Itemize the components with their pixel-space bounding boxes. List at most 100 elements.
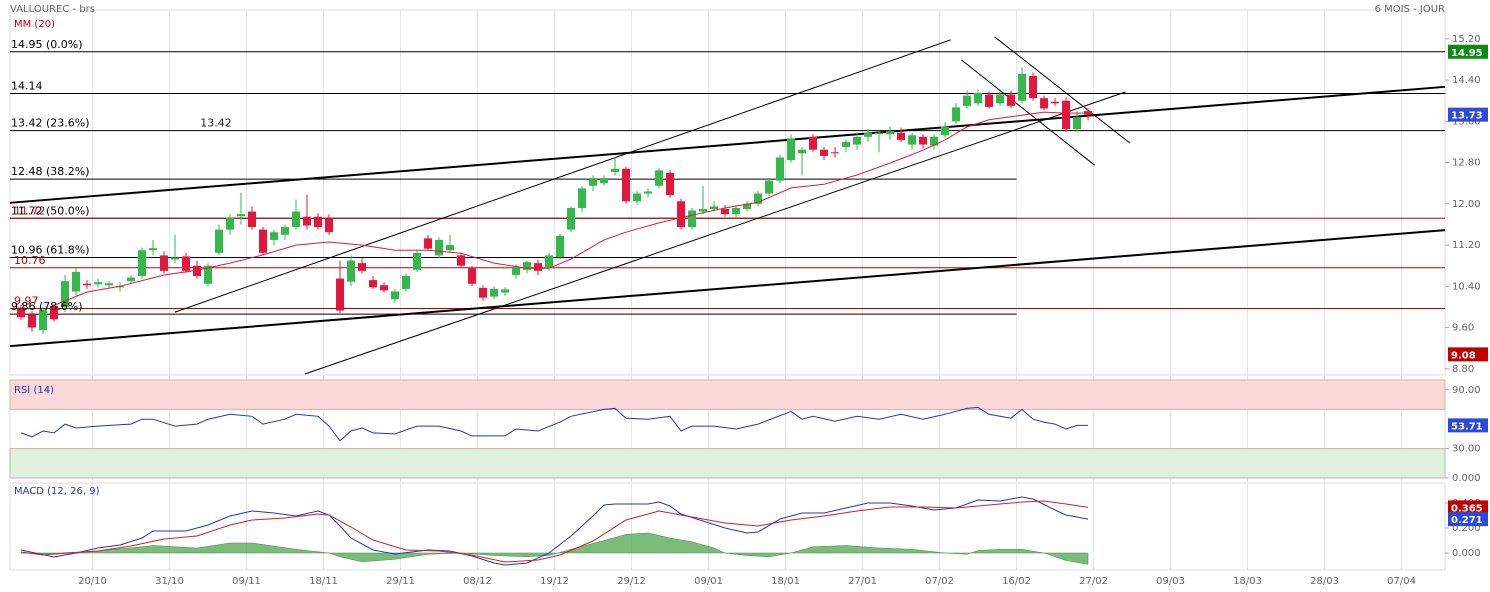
candle-body: [644, 191, 653, 194]
candle-body: [479, 287, 488, 298]
candle-body: [578, 188, 587, 208]
level-label: 12.48 (38.2%): [11, 165, 90, 178]
value-box: [1448, 347, 1488, 362]
candle-body: [897, 132, 906, 140]
candle-body: [83, 283, 92, 286]
candle-body: [435, 239, 444, 256]
candle-body: [787, 138, 796, 161]
candle-body: [193, 265, 202, 277]
candle-body: [611, 168, 620, 172]
candle-body: [149, 248, 158, 251]
candle-body: [919, 136, 928, 145]
y-tick-label: 14.40: [1452, 75, 1481, 86]
candle-body: [72, 271, 81, 292]
candle-body: [710, 206, 719, 209]
candle-body: [1018, 73, 1027, 101]
price-panel: [9, 9, 1446, 376]
candle-body: [292, 211, 301, 228]
chart-title: VALLOUREC - brs: [10, 4, 95, 15]
level-label: 14.95 (0.0%): [11, 38, 83, 51]
y-tick-label: 8.80: [1452, 364, 1474, 375]
candle-body: [1084, 111, 1093, 115]
rsi-band: [9, 379, 1446, 410]
x-tick-label: 19/12: [540, 576, 569, 587]
candle-body: [754, 193, 763, 204]
y-tick-label: 11.20: [1452, 240, 1481, 251]
candle-body: [237, 214, 246, 217]
candle-body: [501, 289, 510, 293]
y-tick-label: 12.80: [1452, 158, 1481, 169]
y-tick-label: 30.00: [1452, 444, 1481, 455]
candle-body: [380, 285, 389, 291]
period: 6 MOIS - JOUR: [1375, 4, 1445, 15]
candle-body: [545, 255, 554, 269]
candle-body: [930, 136, 939, 146]
candle-body: [105, 283, 114, 286]
candle-body: [864, 132, 873, 137]
candle-body: [941, 126, 950, 136]
x-tick-label: 28/03: [1310, 576, 1339, 587]
value-box: [1448, 107, 1488, 122]
ma-label: MM (20): [14, 19, 55, 30]
trend-line: [994, 36, 1131, 144]
x-tick-label: 20/10: [78, 576, 107, 587]
level-label: 9.97: [14, 294, 39, 307]
candle-body: [259, 229, 268, 253]
x-tick-label: 09/11: [232, 576, 261, 587]
candle-body: [666, 172, 675, 196]
y-tick-label: 90.00: [1452, 385, 1481, 396]
x-tick-label: 27/02: [1079, 576, 1108, 587]
candle-body: [655, 170, 664, 186]
value-box-label: 13.73: [1451, 111, 1483, 122]
candle-body: [61, 281, 70, 307]
candle-body: [721, 208, 730, 215]
value-box: [1448, 500, 1488, 515]
trend-line: [174, 39, 951, 313]
candle-body: [985, 94, 994, 107]
candle-body: [270, 232, 279, 240]
candle-body: [996, 94, 1005, 104]
x-tick-label: 18/11: [309, 576, 338, 587]
candle-body: [204, 265, 213, 284]
value-box-label: 0.365: [1451, 503, 1483, 514]
candle-body: [1051, 101, 1060, 104]
candle-body: [215, 229, 224, 253]
candle-body: [556, 235, 565, 257]
candle-body: [688, 210, 697, 228]
grid: [9, 10, 1449, 570]
candle-body: [402, 276, 411, 289]
value-box: [1448, 512, 1488, 527]
candle-body: [424, 238, 433, 249]
candle-body: [974, 93, 983, 104]
candle-body: [512, 266, 521, 275]
y-tick-label: 9.60: [1452, 323, 1474, 334]
candle-body: [94, 282, 103, 285]
candle-body: [523, 262, 532, 270]
trend-line: [9, 85, 1446, 204]
y-tick-label: 12.00: [1452, 199, 1481, 210]
candle-body: [600, 178, 609, 184]
candle-body: [160, 255, 169, 271]
candle-body: [699, 208, 708, 212]
candle-body: [831, 152, 840, 154]
candle-body: [842, 141, 851, 148]
candle-body: [347, 260, 356, 282]
value-box-label: 9.08: [1451, 350, 1476, 361]
macd-line: [20, 500, 1089, 563]
moving-average: [53, 111, 1088, 306]
candle-body: [391, 291, 400, 300]
macd-label: MACD (12, 26, 9): [14, 486, 100, 497]
candle-body: [281, 227, 290, 235]
level-label: 11.72 (50.0%): [11, 204, 90, 217]
candle-body: [743, 203, 752, 209]
candle-body: [853, 136, 862, 145]
macd-histogram: [20, 532, 1089, 565]
candle-body: [1062, 100, 1071, 130]
x-tick-label: 29/12: [617, 576, 646, 587]
candle-body: [413, 252, 422, 270]
candle-body: [776, 157, 785, 181]
value-box-label: 14.95: [1451, 48, 1483, 59]
rsi-label: RSI (14): [14, 385, 54, 396]
y-tick-label: 0.000: [1452, 548, 1481, 559]
